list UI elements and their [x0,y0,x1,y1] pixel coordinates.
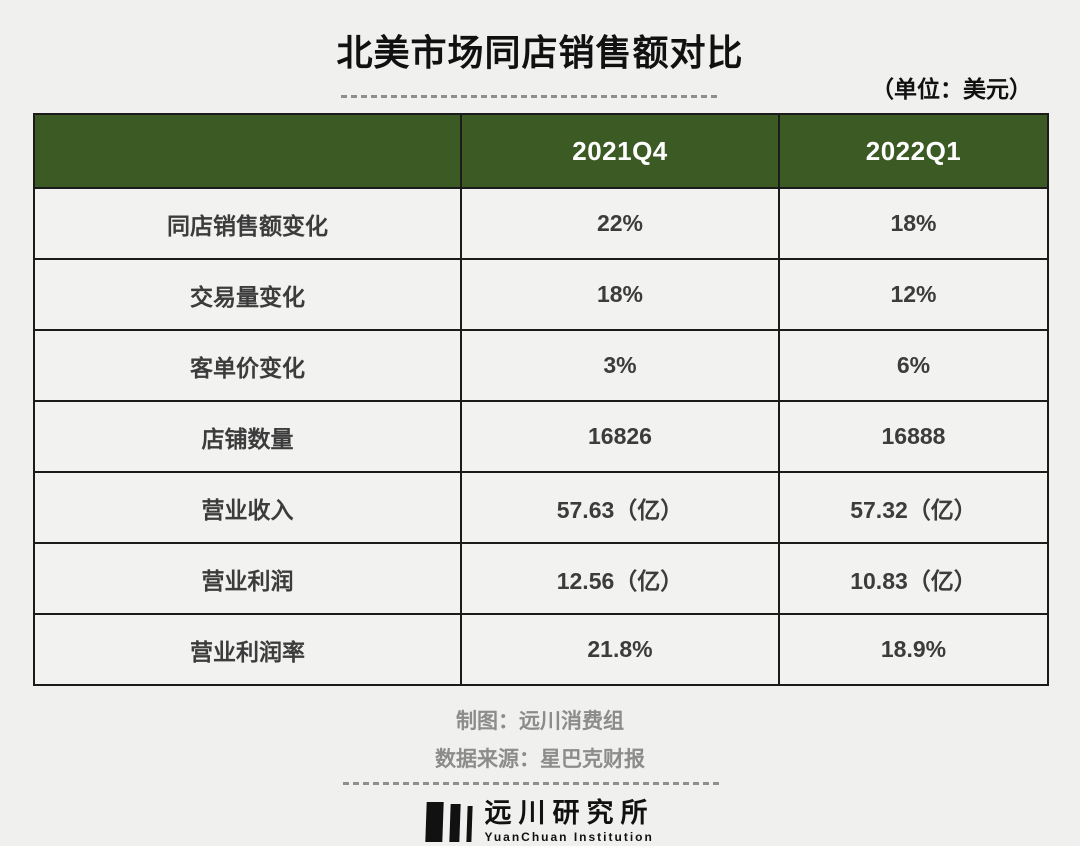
cell-value: 12% [778,258,1049,331]
row-label: 客单价变化 [33,329,462,402]
logo-name: 远川研究所 [484,798,655,828]
table-row: 营业利润率 21.8% 18.9% [33,613,1049,686]
cell-value: 18% [460,258,780,331]
cell-value: 57.63（亿） [460,471,780,544]
row-label: 同店销售额变化 [33,187,462,260]
table-row: 店铺数量 16826 16888 [33,400,1049,473]
comparison-table: 2021Q4 2022Q1 同店销售额变化 22% 18% 交易量变化 18% … [33,113,1049,686]
table-row: 营业利润 12.56（亿） 10.83（亿） [33,542,1049,615]
table-row: 同店销售额变化 22% 18% [33,187,1049,260]
unit-note: （单位：美元） [871,76,1032,102]
column-header-2022q1: 2022Q1 [778,113,1049,189]
cell-value: 57.32（亿） [778,471,1049,544]
cell-value: 16826 [460,400,780,473]
row-label: 营业利润 [33,542,462,615]
table-row: 交易量变化 18% 12% [33,258,1049,331]
logo-subname: YuanChuan Institution [484,830,654,844]
corner-cell [33,113,462,189]
row-label: 营业收入 [33,471,462,544]
cell-value: 21.8% [460,613,780,686]
title-divider-dashed [341,95,721,98]
row-label: 店铺数量 [33,400,462,473]
table-row: 营业收入 57.63（亿） 57.32（亿） [33,471,1049,544]
cell-value: 16888 [778,400,1049,473]
cell-value: 6% [778,329,1049,402]
credit-text: 制图：远川消费组 [456,710,624,733]
cell-value: 3% [460,329,780,402]
cell-value: 18% [778,187,1049,260]
page-title: 北美市场同店销售额对比 [336,32,744,73]
source-text: 数据来源：星巴克财报 [435,748,645,771]
cell-value: 10.83（亿） [778,542,1049,615]
column-header-2021q4: 2021Q4 [460,113,780,189]
row-label: 交易量变化 [33,258,462,331]
cell-value: 22% [460,187,780,260]
table-header-row: 2021Q4 2022Q1 [33,113,1049,189]
footer-divider-dashed [343,782,723,785]
row-label: 营业利润率 [33,613,462,686]
yuanchuan-bars-icon [424,802,473,842]
table-row: 客单价变化 3% 6% [33,329,1049,402]
logo-text-block: 远川研究所 YuanChuan Institution [484,798,655,845]
cell-value: 18.9% [778,613,1049,686]
cell-value: 12.56（亿） [460,542,780,615]
yuanchuan-logo: 远川研究所 YuanChuan Institution [0,800,1080,844]
